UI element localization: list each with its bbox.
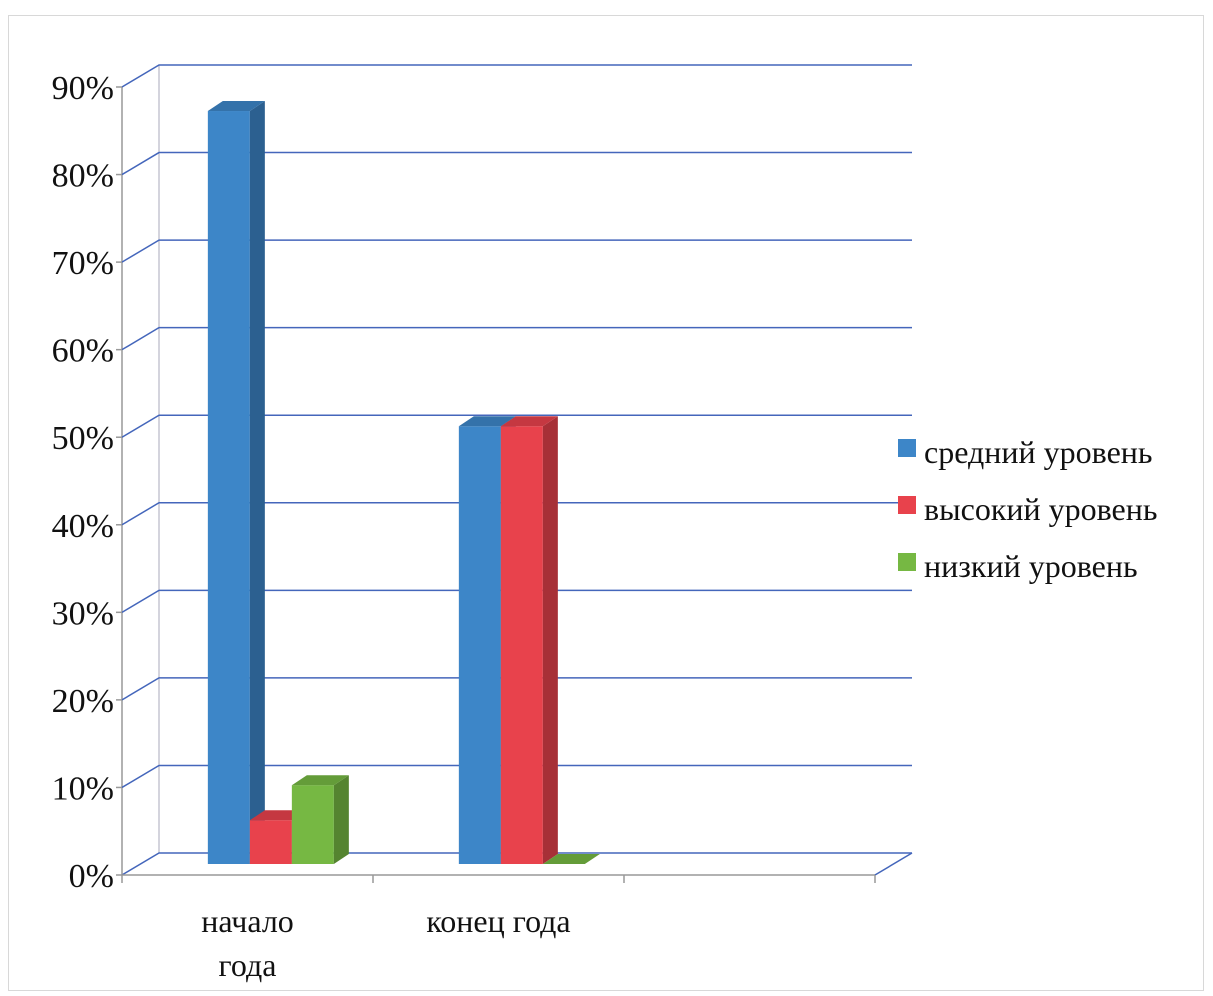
bar-side bbox=[333, 775, 349, 864]
y-tick-label: 30% bbox=[52, 595, 114, 632]
x-category-label: начало bbox=[201, 903, 294, 939]
legend-swatch bbox=[898, 439, 916, 457]
legend-item: средний уровень bbox=[898, 434, 1152, 470]
bar-top bbox=[207, 101, 265, 112]
x-category-label: конец года bbox=[426, 903, 570, 939]
bar-side bbox=[542, 416, 558, 864]
bar-top bbox=[500, 416, 558, 427]
bar-top bbox=[458, 416, 516, 427]
gridline bbox=[121, 852, 912, 876]
x-category-label: года bbox=[219, 947, 277, 983]
y-tick-label: 80% bbox=[52, 158, 114, 195]
y-tick-label: 20% bbox=[52, 683, 114, 720]
y-tick-label: 40% bbox=[52, 508, 114, 545]
bar-front bbox=[500, 426, 543, 864]
bar-front bbox=[207, 111, 250, 865]
gridline bbox=[121, 502, 912, 526]
legend: средний уровень высокий уровень низкий уро… bbox=[898, 434, 1157, 584]
gridline bbox=[121, 64, 912, 88]
gridline bbox=[121, 239, 912, 263]
bar bbox=[542, 854, 600, 864]
y-tick-label: 90% bbox=[52, 70, 114, 107]
chart-frame bbox=[8, 15, 1204, 991]
y-tick-label: 60% bbox=[52, 333, 114, 370]
y-tick-label: 0% bbox=[69, 858, 114, 895]
legend-item: низкий уровень bbox=[898, 548, 1138, 584]
gridline bbox=[121, 764, 912, 789]
gridline bbox=[121, 414, 912, 438]
gridlines bbox=[116, 64, 913, 883]
y-tick-label: 10% bbox=[52, 770, 114, 807]
legend-label: средний уровень bbox=[924, 434, 1152, 470]
bar bbox=[500, 416, 558, 864]
gridline bbox=[121, 151, 912, 176]
legend-item: высокий уровень bbox=[898, 491, 1157, 527]
bar-side bbox=[249, 101, 265, 865]
gridline bbox=[121, 589, 912, 613]
bar-top bbox=[291, 775, 349, 786]
bar bbox=[207, 101, 265, 865]
legend-swatch bbox=[898, 496, 916, 514]
gridline bbox=[121, 326, 912, 351]
legend-label: низкий уровень bbox=[924, 548, 1138, 584]
bar-front bbox=[458, 426, 501, 864]
floor-right-edge bbox=[874, 852, 913, 876]
y-tick-label: 70% bbox=[52, 245, 114, 282]
bar-front bbox=[249, 820, 292, 864]
legend-swatch bbox=[898, 553, 916, 571]
bar-front bbox=[291, 785, 334, 864]
bar bbox=[291, 775, 349, 864]
bar-top bbox=[542, 854, 600, 864]
gridline bbox=[121, 677, 912, 701]
y-tick-label: 50% bbox=[52, 420, 114, 457]
legend-label: высокий уровень bbox=[924, 491, 1157, 527]
